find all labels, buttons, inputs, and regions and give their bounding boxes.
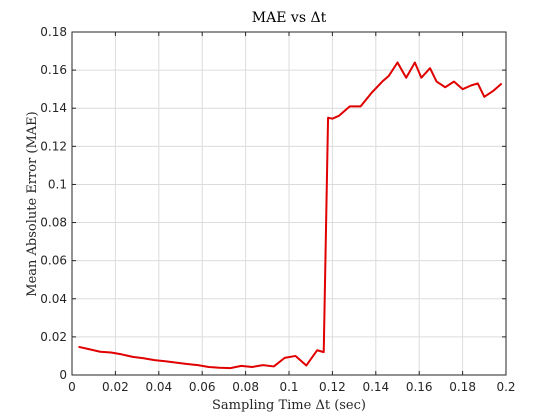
y-tick-label: 0.08 — [40, 216, 67, 230]
x-tick-label: 0 — [68, 380, 76, 394]
x-tick-label: 0.02 — [102, 380, 129, 394]
y-tick-label: 0.02 — [40, 330, 67, 344]
y-tick-label: 0.06 — [40, 254, 67, 268]
series-line — [78, 61, 503, 370]
y-tick-label: 0 — [59, 368, 67, 382]
x-tick-label: 0.08 — [232, 380, 259, 394]
x-tick-label: 0.06 — [189, 380, 216, 394]
x-tick-label: 0.2 — [496, 380, 515, 394]
x-tick-label: 0.1 — [279, 380, 298, 394]
y-axis-label: Mean Absolute Error (MAE) — [25, 111, 40, 296]
y-tick-label: 0.1 — [48, 177, 67, 191]
x-axis-label: Sampling Time Δt (sec) — [212, 398, 366, 413]
ticks-layer: 0 0.02 0.04 0.06 0.08 0.1 0.12 0.14 0.16 0.18 0.2 0… — [40, 25, 515, 394]
x-tick-label: 0.18 — [449, 380, 476, 394]
y-tick-label: 0.04 — [40, 292, 67, 306]
y-tick-label: 0.18 — [40, 25, 67, 39]
x-tick-label: 0.04 — [145, 380, 172, 394]
y-tick-label: 0.16 — [40, 63, 67, 77]
x-tick-label: 0.14 — [362, 380, 389, 394]
x-tick-label: 0.16 — [406, 380, 433, 394]
x-tick-label: 0.12 — [319, 380, 346, 394]
series-layer — [78, 61, 503, 370]
y-tick-label: 0.14 — [40, 101, 67, 115]
chart-title: MAE vs Δt — [252, 10, 327, 26]
y-tick-label: 0.12 — [40, 139, 67, 153]
